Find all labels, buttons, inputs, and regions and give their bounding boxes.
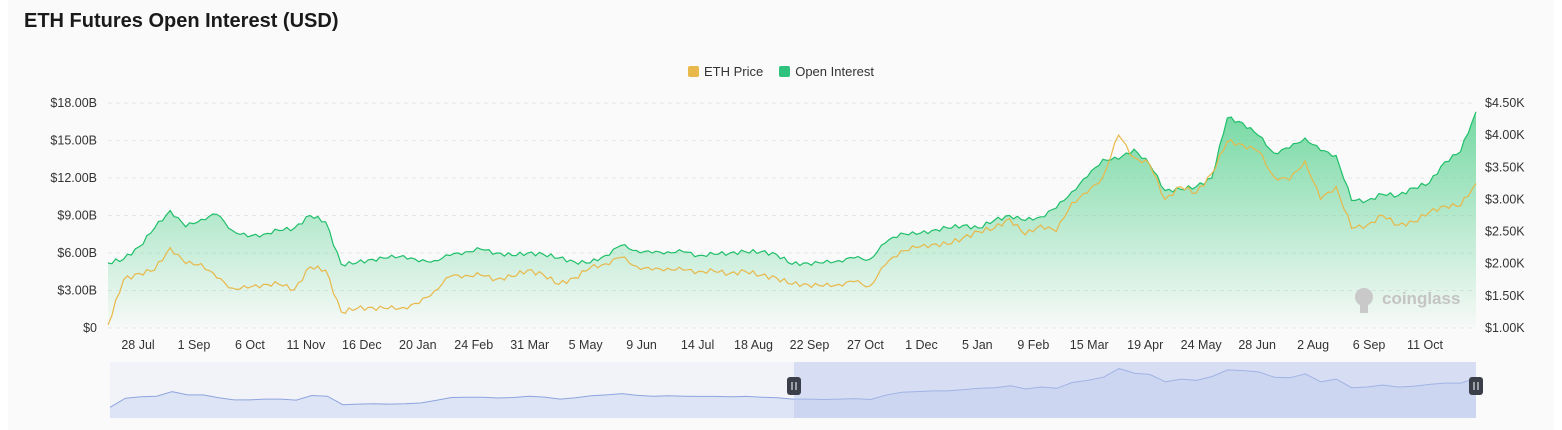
y-axis-right: $1.00K $1.50K $2.00K $2.50K $3.00K $3.50K $4.0… bbox=[1485, 96, 1525, 335]
x-tick-label: 5 Jan bbox=[962, 338, 993, 352]
x-tick-label: 1 Sep bbox=[178, 338, 211, 352]
x-tick-label: 24 Feb bbox=[454, 338, 493, 352]
open-interest-area bbox=[108, 111, 1476, 328]
legend-swatch-eth-price bbox=[687, 66, 699, 77]
slider-handle-right[interactable] bbox=[1469, 377, 1483, 395]
y-left-tick-label: $12.00B bbox=[50, 171, 97, 185]
series-layer bbox=[107, 111, 1477, 328]
y-right-tick-label: $4.50K bbox=[1485, 96, 1525, 110]
legend-item-open-interest[interactable]: Open Interest bbox=[779, 64, 874, 79]
legend-label-open-interest: Open Interest bbox=[795, 64, 874, 79]
slider-selected-window[interactable] bbox=[794, 362, 1476, 418]
x-tick-label: 2 Aug bbox=[1297, 338, 1329, 352]
legend-swatch-open-interest bbox=[779, 66, 791, 77]
page-title: ETH Futures Open Interest (USD) bbox=[24, 10, 339, 32]
legend-label-eth-price: ETH Price bbox=[703, 64, 764, 79]
y-left-tick-label: $0 bbox=[83, 321, 97, 335]
y-right-tick-label: $2.50K bbox=[1485, 225, 1525, 239]
x-tick-label: 19 Apr bbox=[1127, 338, 1163, 352]
y-left-tick-label: $9.00B bbox=[57, 209, 97, 223]
x-tick-label: 9 Feb bbox=[1017, 338, 1049, 352]
watermark-text: coinglass bbox=[1382, 289, 1460, 308]
y-axis-left: $0 $3.00B $6.00B $9.00B $12.00B $15.00B $18.00… bbox=[50, 96, 97, 335]
x-tick-label: 6 Oct bbox=[235, 338, 265, 352]
chart-legend: ETH Price Open Interest bbox=[0, 64, 1562, 79]
y-right-tick-label: $1.00K bbox=[1485, 321, 1525, 335]
open-interest-line bbox=[107, 111, 1477, 267]
x-tick-label: 14 Jul bbox=[681, 338, 714, 352]
eth-price-line bbox=[107, 133, 1477, 326]
y-right-tick-label: $2.00K bbox=[1485, 257, 1525, 271]
slider-handle-left[interactable] bbox=[787, 377, 801, 395]
x-tick-label: 28 Jun bbox=[1238, 338, 1276, 352]
coinglass-logo-icon bbox=[1355, 288, 1373, 313]
x-axis: 28 Jul 1 Sep 6 Oct 11 Nov 16 Dec 20 Jan 24 Feb… bbox=[121, 338, 1443, 352]
watermark: coinglass bbox=[1355, 288, 1460, 313]
x-tick-label: 6 Sep bbox=[1353, 338, 1386, 352]
x-tick-label: 5 May bbox=[569, 338, 604, 352]
legend-item-eth-price[interactable]: ETH Price bbox=[687, 64, 764, 79]
x-tick-label: 22 Sep bbox=[790, 338, 830, 352]
y-right-tick-label: $3.00K bbox=[1485, 192, 1525, 206]
range-slider[interactable] bbox=[109, 362, 1483, 418]
y-right-tick-label: $4.00K bbox=[1485, 128, 1525, 142]
x-tick-label: 31 Mar bbox=[510, 338, 549, 352]
x-tick-label: 9 Jun bbox=[626, 338, 657, 352]
y-right-tick-label: $3.50K bbox=[1485, 160, 1525, 174]
x-tick-label: 16 Dec bbox=[342, 338, 382, 352]
y-right-tick-label: $1.50K bbox=[1485, 289, 1525, 303]
x-tick-label: 1 Dec bbox=[905, 338, 938, 352]
x-tick-label: 24 May bbox=[1181, 338, 1223, 352]
y-left-tick-label: $6.00B bbox=[57, 246, 97, 260]
y-left-tick-label: $15.00B bbox=[50, 134, 97, 148]
x-tick-label: 15 Mar bbox=[1070, 338, 1109, 352]
x-tick-label: 18 Aug bbox=[734, 338, 773, 352]
x-tick-label: 27 Oct bbox=[847, 338, 884, 352]
x-tick-label: 28 Jul bbox=[121, 338, 154, 352]
slider-overview-line bbox=[109, 368, 1477, 408]
x-tick-label: 11 Oct bbox=[1407, 338, 1443, 352]
x-tick-label: 20 Jan bbox=[399, 338, 437, 352]
x-tick-label: 11 Nov bbox=[287, 338, 326, 352]
slider-overview-area bbox=[110, 368, 1476, 418]
y-left-tick-label: $18.00B bbox=[50, 96, 97, 110]
y-left-tick-label: $3.00B bbox=[57, 284, 97, 298]
